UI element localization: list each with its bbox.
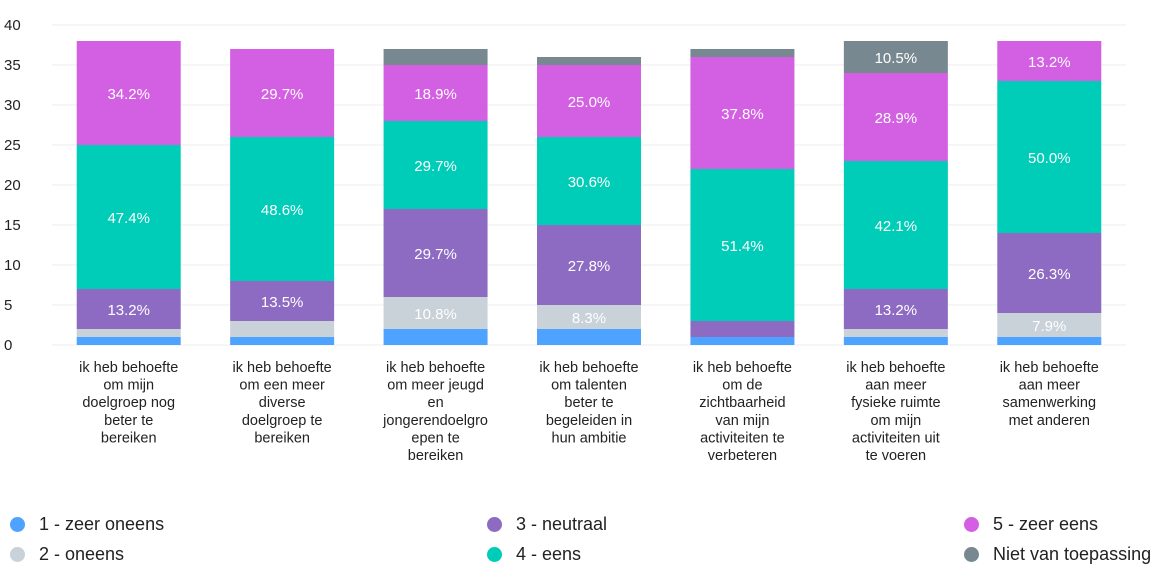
data-label: 50.0% [1028, 150, 1071, 167]
data-label: 27.8% [568, 258, 611, 275]
legend-label: 3 - neutraal [516, 514, 608, 534]
bar-segment [997, 313, 1102, 337]
data-label: 10.8% [414, 306, 457, 323]
bar-segment [76, 145, 181, 289]
data-label: 13.2% [107, 302, 150, 319]
data-label: 13.5% [261, 294, 304, 311]
y-tick-label: 40 [4, 17, 21, 34]
bar-segment [690, 57, 795, 169]
y-tick-label: 15 [4, 217, 21, 234]
legend-label: 5 - zeer eens [993, 514, 1099, 534]
bar-segment [690, 169, 795, 321]
legend-item-4[interactable]: 4 - eens [487, 544, 581, 565]
bar-segment [690, 321, 795, 337]
bar-segment [843, 161, 948, 289]
bar-segment [537, 65, 641, 137]
legend-swatch [487, 517, 502, 532]
legend-item-6[interactable]: Niet van toepassing [964, 544, 1151, 565]
bar-segment [690, 49, 795, 57]
data-label: 10.5% [875, 50, 918, 67]
bar-segment [230, 281, 335, 321]
legend-label: 2 - oneens [39, 544, 125, 564]
legend-label: 4 - eens [516, 544, 582, 564]
data-label: 13.2% [875, 302, 918, 319]
bar-segment [230, 137, 335, 281]
bar-segment [997, 41, 1102, 81]
x-tick-label: ik heb behoefte om een meer diverse doelgro… [233, 360, 332, 446]
bar-segment [76, 41, 181, 145]
data-label: 7.9% [1032, 318, 1066, 335]
legend-swatch [487, 547, 502, 562]
bar-segment [997, 337, 1102, 345]
y-tick-label: 30 [4, 97, 21, 114]
bar-segment [76, 289, 181, 329]
legend-label: Niet van toepassing [993, 544, 1152, 564]
data-label: 51.4% [721, 238, 764, 255]
y-tick-label: 20 [4, 177, 21, 194]
legend-item-2[interactable]: 2 - oneens [10, 544, 124, 565]
legend-swatch [964, 547, 979, 562]
data-label: 26.3% [1028, 266, 1071, 283]
bar-segment [843, 41, 948, 73]
legend-swatch [10, 547, 25, 562]
data-label: 29.7% [261, 86, 304, 103]
data-label: 25.0% [568, 94, 611, 111]
x-tick-label: ik heb behoefte aan meer samenwerking met a… [1000, 360, 1099, 429]
data-label: 34.2% [107, 86, 150, 103]
data-label: 30.6% [568, 174, 611, 191]
bar-segment [843, 337, 948, 345]
bar-segment [230, 337, 335, 345]
data-label: 18.9% [414, 86, 457, 103]
data-label: 42.1% [875, 218, 918, 235]
legend: 1 - zeer oneens 2 - oneens 3 - neutraal … [0, 508, 1170, 565]
bar-segment [76, 329, 181, 337]
data-label: 29.7% [414, 158, 457, 175]
legend-swatch [10, 517, 25, 532]
legend-label: 1 - zeer oneens [39, 514, 165, 534]
bar-segment [76, 337, 181, 345]
data-label: 28.9% [875, 110, 918, 127]
bar-segment [537, 329, 641, 345]
legend-swatch [964, 517, 979, 532]
bar-segment [997, 233, 1102, 313]
data-label: 29.7% [414, 246, 457, 263]
bar-segment [537, 225, 641, 305]
data-label: 47.4% [107, 210, 150, 227]
bar-segment [537, 305, 641, 329]
bar-segment [537, 57, 641, 65]
bar-segment [843, 329, 948, 337]
bar-segment [843, 73, 948, 161]
bar-segment [383, 49, 488, 65]
y-tick-label: 25 [4, 137, 21, 154]
legend-item-5[interactable]: 5 - zeer eens [964, 514, 1098, 535]
stacked-bar-chart: 0 5 10 15 20 25 30 35 40 13.2% 47.4% 34.2% ik heb be… [4, 17, 1126, 464]
bar-segment [383, 297, 488, 329]
bar-segment [230, 321, 335, 337]
legend-item-1[interactable]: 1 - zeer oneens [10, 514, 164, 535]
bar-segment [383, 121, 488, 209]
bar-segment [383, 65, 488, 121]
data-label: 13.2% [1028, 54, 1071, 71]
x-tick-label: ik heb behoefte om de zichtbaarheid van mij… [693, 360, 792, 464]
data-label: 8.3% [572, 310, 606, 327]
y-tick-label: 10 [4, 257, 21, 274]
bar-segment [383, 329, 488, 345]
bar-segment [997, 81, 1102, 233]
data-label: 37.8% [721, 106, 764, 123]
y-tick-label: 0 [4, 337, 12, 354]
x-tick-label: ik heb behoefte om talenten beter te begele… [539, 360, 638, 446]
bar-segment [537, 137, 641, 225]
x-tick-label: ik heb behoefte aan meer fysieke ruimte om … [846, 360, 945, 464]
x-tick-label: ik heb behoefte om mijn doelgroep nog beter… [79, 360, 178, 446]
data-label: 48.6% [261, 202, 304, 219]
bar-segment [383, 209, 488, 297]
bar-segment [690, 337, 795, 345]
legend-item-3[interactable]: 3 - neutraal [487, 514, 607, 535]
y-tick-label: 35 [4, 57, 21, 74]
bar-segment [230, 49, 335, 137]
x-tick-label: ik heb behoefte om meer jeugd en jongerendo… [382, 360, 488, 464]
y-tick-label: 5 [4, 297, 12, 314]
bar-segment [843, 289, 948, 329]
